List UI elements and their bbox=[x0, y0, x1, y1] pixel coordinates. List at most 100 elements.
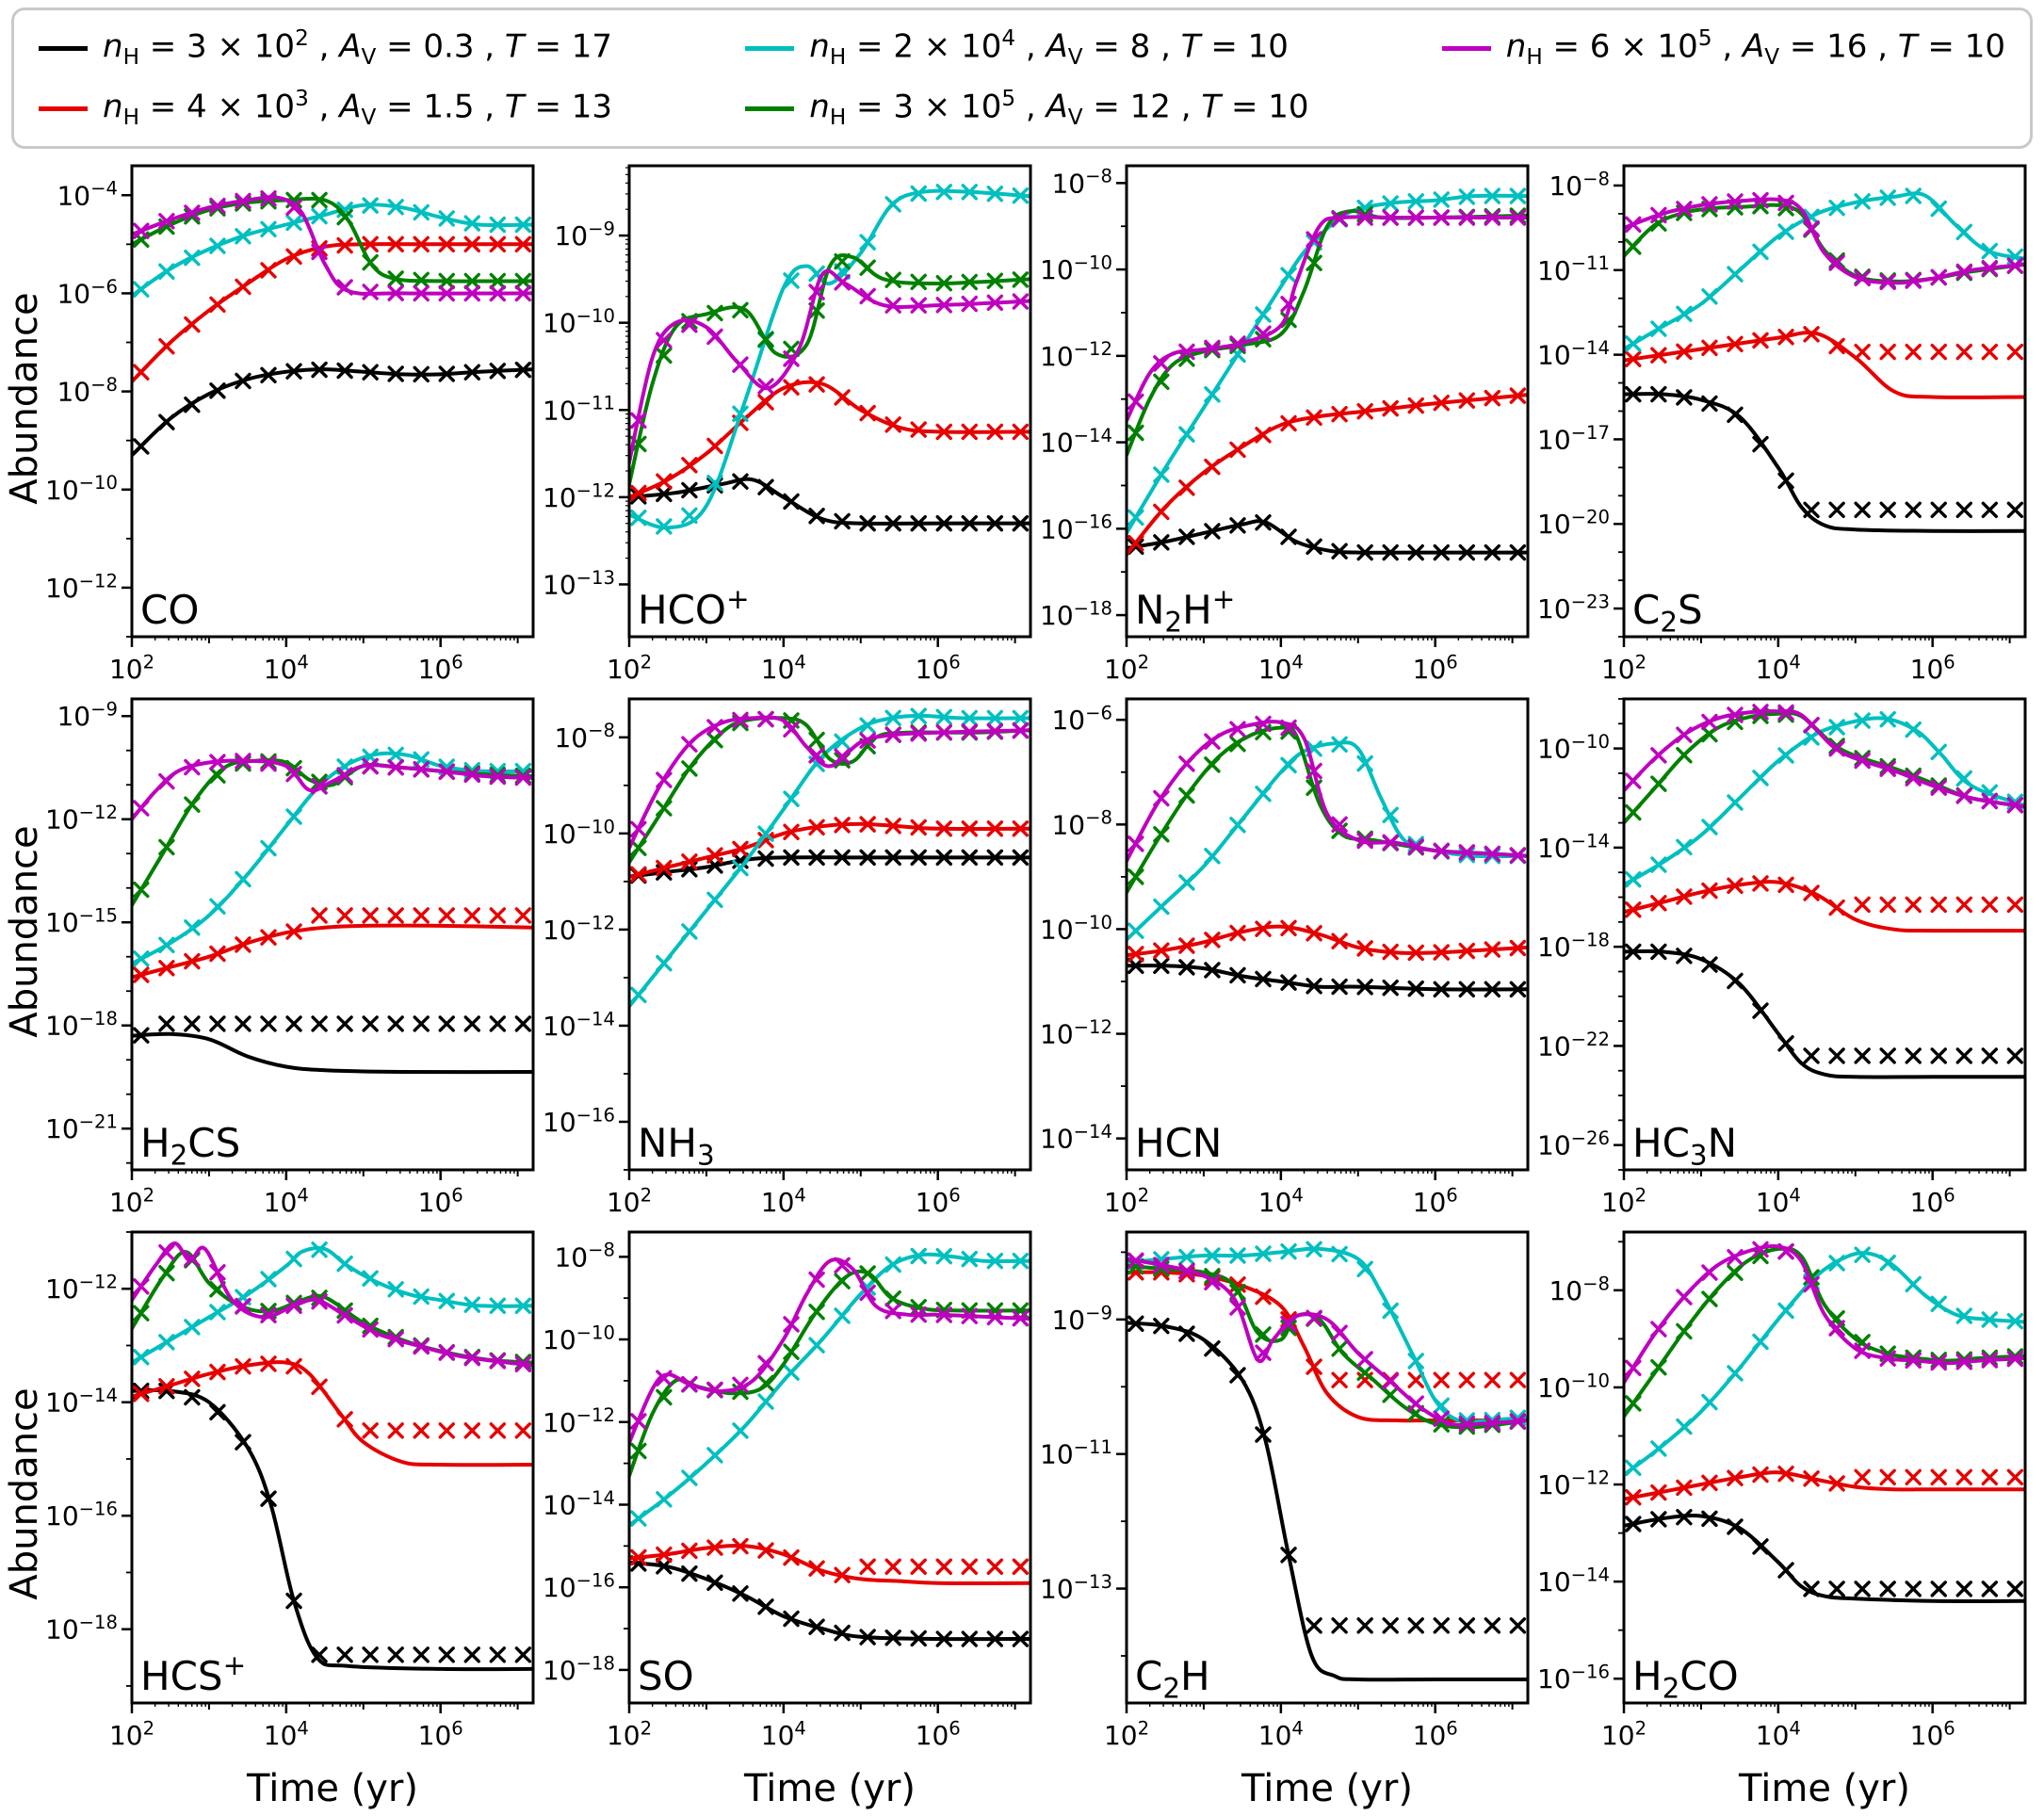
line-HCO+-model1 bbox=[629, 380, 1030, 500]
markers-HCN-model3 bbox=[1127, 723, 1527, 885]
panel-CO: 102 104 106 10−12 10−10 10−8 10−6 10−4 CO bbox=[47, 164, 535, 686]
markers-HCO+-model4 bbox=[630, 274, 1030, 430]
line-SO-model3 bbox=[629, 1269, 1030, 1479]
markers-H2CS-model0 bbox=[133, 1015, 532, 1045]
markers-HCN-model1 bbox=[1127, 919, 1527, 963]
panel-HCO+: 102 104 106 10−13 10−12 10−11 10−10 10−9 HCO+ bbox=[544, 164, 1032, 686]
svg-text:10−8: 10−8 bbox=[554, 720, 615, 754]
svg-text:102: 102 bbox=[1104, 1185, 1149, 1219]
line-HCS+-model1 bbox=[132, 1360, 533, 1467]
line-HCS+-model0 bbox=[132, 1388, 533, 1672]
svg-text:10−8: 10−8 bbox=[1549, 169, 1610, 203]
svg-text:10−10: 10−10 bbox=[544, 817, 615, 851]
molecule-label-HCO+: HCO+ bbox=[638, 583, 750, 633]
molecule-label-C2H: C2H bbox=[1135, 1653, 1210, 1704]
line-C2H-model3 bbox=[1127, 1263, 1528, 1430]
line-C2H-model4 bbox=[1127, 1257, 1528, 1428]
markers-CO-model0 bbox=[133, 362, 532, 455]
line-C2H-model2 bbox=[1127, 1246, 1528, 1424]
markers-NH3-model4 bbox=[630, 711, 1030, 838]
markers-CO-model4 bbox=[133, 190, 532, 302]
markers-C2S-model2 bbox=[1625, 187, 2024, 352]
svg-text:10−14: 10−14 bbox=[1042, 1121, 1112, 1155]
svg-text:10−12: 10−12 bbox=[1042, 1016, 1112, 1050]
markers-H2CO-model1 bbox=[1625, 1466, 2024, 1506]
series-group bbox=[1624, 1240, 2025, 1604]
svg-text:102: 102 bbox=[109, 1718, 154, 1752]
svg-text:10−12: 10−12 bbox=[544, 1404, 615, 1438]
svg-text:104: 104 bbox=[761, 1185, 806, 1219]
molecule-label-SO: SO bbox=[638, 1653, 694, 1699]
svg-text:102: 102 bbox=[109, 652, 154, 686]
markers-H2CO-model0 bbox=[1625, 1509, 2024, 1597]
line-CO-model1 bbox=[132, 242, 533, 384]
svg-text:10−9: 10−9 bbox=[554, 219, 615, 252]
legend-item-4: nH = 6 × 105 , AV = 16 , T = 10 bbox=[1441, 18, 2005, 78]
svg-text:10−10: 10−10 bbox=[1042, 252, 1112, 286]
markers-CO-model2 bbox=[133, 197, 532, 299]
legend-label: nH = 6 × 105 , AV = 16 , T = 10 bbox=[1505, 26, 2005, 71]
svg-text:102: 102 bbox=[1104, 652, 1149, 686]
markers-C2H-model4 bbox=[1127, 1252, 1527, 1433]
svg-text:10−13: 10−13 bbox=[1042, 1571, 1112, 1605]
series-group bbox=[1127, 716, 1528, 998]
markers-HCN-model0 bbox=[1127, 957, 1527, 998]
panel-H2CO: 102 104 106 10−16 10−14 10−12 10−10 10−8 H2CO Tim… bbox=[1539, 1230, 2027, 1810]
markers-C2S-model4 bbox=[1625, 192, 2024, 291]
line-H2CS-model4 bbox=[132, 758, 533, 821]
markers-HC3N-model3 bbox=[1625, 706, 2024, 821]
svg-text:102: 102 bbox=[109, 1185, 154, 1219]
svg-text:10−18: 10−18 bbox=[47, 1612, 118, 1646]
molecule-label-CO: CO bbox=[140, 587, 199, 633]
svg-text:10−11: 10−11 bbox=[544, 393, 615, 427]
svg-text:104: 104 bbox=[264, 1185, 309, 1219]
svg-text:104: 104 bbox=[1258, 652, 1304, 686]
svg-text:10−18: 10−18 bbox=[47, 1008, 118, 1042]
series-group bbox=[132, 190, 533, 458]
svg-text:102: 102 bbox=[1601, 652, 1647, 686]
svg-text:106: 106 bbox=[916, 652, 961, 686]
legend-line-sample bbox=[1441, 45, 1491, 51]
chart-grid: Abundance 102 104 106 10−12 10−10 10−8 10−6 10−4… bbox=[2, 153, 2044, 1816]
x-axis-label: Time (yr) bbox=[246, 1767, 418, 1810]
svg-text:10−10: 10−10 bbox=[1539, 731, 1610, 765]
svg-text:10−8: 10−8 bbox=[1549, 1273, 1610, 1307]
markers-SO-model2 bbox=[630, 1248, 1030, 1527]
series-group bbox=[629, 707, 1030, 1009]
svg-text:106: 106 bbox=[916, 1185, 961, 1219]
line-HCN-model0 bbox=[1127, 964, 1528, 992]
molecule-label-H2CS: H2CS bbox=[140, 1120, 240, 1171]
svg-text:10−9: 10−9 bbox=[1051, 1303, 1112, 1337]
svg-text:106: 106 bbox=[1910, 1185, 1955, 1219]
markers-C2S-model0 bbox=[1625, 386, 2024, 519]
series-group bbox=[629, 184, 1030, 535]
markers-HCO+-model1 bbox=[630, 376, 1030, 502]
svg-text:102: 102 bbox=[1104, 1718, 1149, 1752]
legend-line-sample bbox=[745, 45, 795, 51]
markers-C2H-model3 bbox=[1127, 1258, 1527, 1435]
legend-item-0: nH = 3 × 102 , AV = 0.3 , T = 17 bbox=[39, 18, 612, 78]
svg-text:104: 104 bbox=[761, 652, 806, 686]
panel-SO: 102 104 106 10−18 10−16 10−14 10−12 10−10 10−8 SO… bbox=[544, 1230, 1032, 1810]
svg-text:10−14: 10−14 bbox=[1539, 1565, 1610, 1598]
svg-text:10−21: 10−21 bbox=[47, 1111, 118, 1145]
svg-text:10−10: 10−10 bbox=[1042, 912, 1112, 946]
line-HCN-model2 bbox=[1127, 740, 1528, 942]
svg-text:10−23: 10−23 bbox=[1539, 592, 1610, 625]
svg-text:10−9: 10−9 bbox=[57, 699, 118, 733]
line-H2CS-model0 bbox=[132, 1031, 533, 1075]
legend-label: nH = 3 × 105 , AV = 12 , T = 10 bbox=[809, 87, 1309, 131]
series-group bbox=[1127, 1240, 1528, 1682]
line-N2H+-model2 bbox=[1127, 193, 1528, 536]
markers-H2CS-model1 bbox=[133, 907, 532, 983]
svg-text:10−14: 10−14 bbox=[544, 1009, 615, 1043]
svg-text:10−8: 10−8 bbox=[554, 1240, 615, 1273]
panel-C2H: 102 104 106 10−13 10−11 10−9 C2H Time (yr) bbox=[1042, 1230, 1530, 1810]
svg-text:10−26: 10−26 bbox=[1539, 1127, 1610, 1161]
markers-HCO+-model3 bbox=[630, 253, 1030, 453]
markers-N2H+-model4 bbox=[1127, 209, 1527, 411]
line-HCS+-model2 bbox=[132, 1246, 533, 1365]
markers-HCN-model4 bbox=[1127, 716, 1527, 865]
line-C2H-model1 bbox=[1127, 1270, 1528, 1423]
markers-N2H+-model1 bbox=[1127, 387, 1527, 552]
